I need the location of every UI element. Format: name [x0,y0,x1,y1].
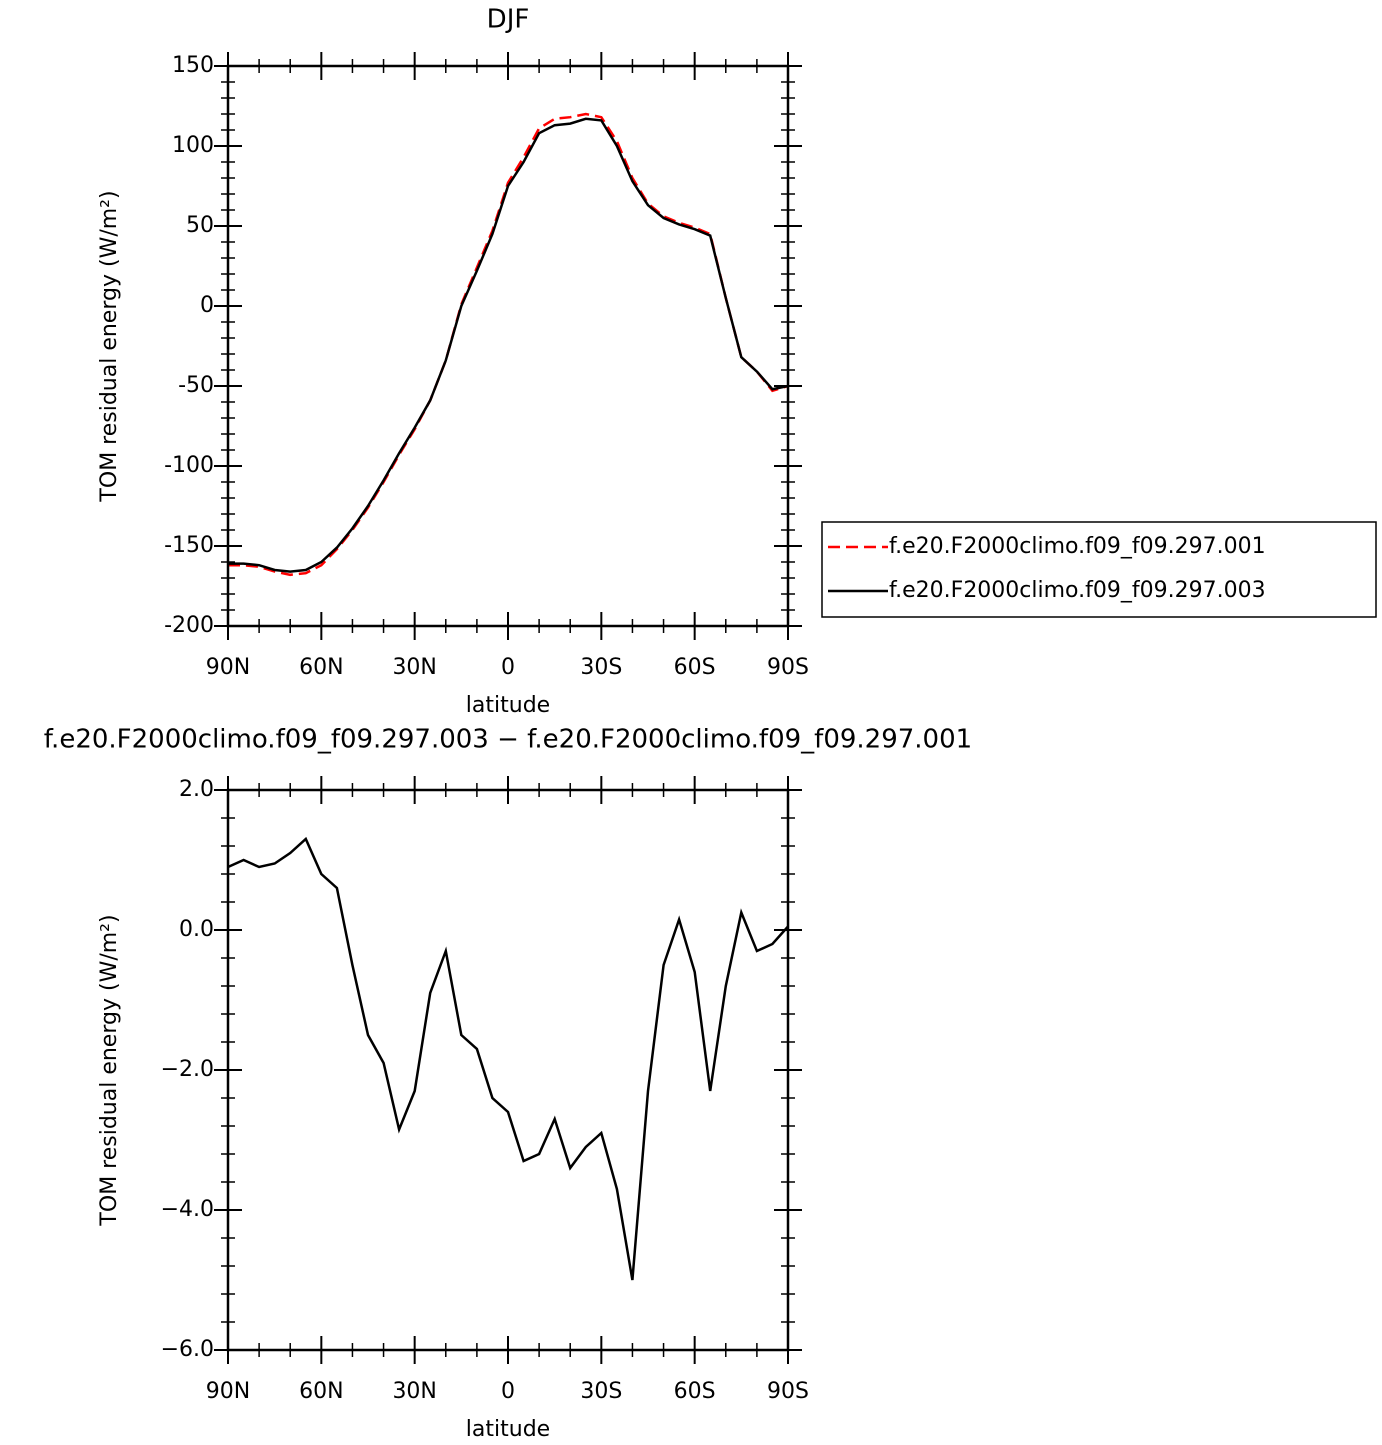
x-axis-label: latitude [466,693,550,718]
y-tick-label: 0.0 [179,917,214,942]
y-axis-label: TOM residual energy (W/m²) [97,914,122,1226]
y-tick-label: -150 [164,533,214,558]
x-tick-label: 0 [501,1379,515,1404]
y-tick-label: 0 [200,293,214,318]
series-line [228,117,789,573]
x-tick-label: 60N [299,655,343,680]
x-tick-label: 90S [767,655,809,680]
x-tick-label: 60N [299,1379,343,1404]
plot: DJF -200 -150 -100 -50 0 50 100 150 90N 60N 30N 0 30S… [97,5,1377,718]
x-tick-label: 0 [501,655,515,680]
plot-frame [226,788,790,1352]
chart-title: f.e20.F2000climo.f09_f09.297.003 − f.e20… [44,725,972,755]
y-tick-label: 50 [186,213,214,238]
legend-label: f.e20.F2000climo.f09_f09.297.003 [889,578,1266,603]
y-tick-label: −6.0 [161,1337,214,1362]
plot: f.e20.F2000climo.f09_f09.297.003 − f.e20… [44,725,972,1443]
legend-box [821,521,1377,618]
y-tick-label: −2.0 [161,1057,214,1082]
chart-title: DJF [487,5,530,35]
y-tick-label: 2.0 [179,777,214,802]
y-tick-label: −4.0 [161,1197,214,1222]
x-tick-label: 30N [392,1379,436,1404]
y-tick-label: -50 [178,373,214,398]
x-tick-label: 90S [767,1379,809,1404]
y-tick-label: 100 [172,133,214,158]
x-tick-label: 30S [580,1379,622,1404]
series-line [228,112,789,577]
x-tick-label: 60S [674,655,716,680]
legend-label: f.e20.F2000climo.f09_f09.297.001 [889,534,1266,559]
y-axis-label: TOM residual energy (W/m²) [97,190,122,502]
plot-frame [226,64,790,628]
y-tick-label: -100 [164,453,214,478]
y-tick-label: -200 [164,613,214,638]
x-tick-label: 30N [392,655,436,680]
x-tick-label: 60S [674,1379,716,1404]
x-tick-label: 90N [206,1379,250,1404]
y-tick-label: 150 [172,53,214,78]
x-tick-label: 30S [580,655,622,680]
x-axis-label: latitude [466,1417,550,1442]
series-line [227,836,789,1281]
x-tick-label: 90N [206,655,250,680]
